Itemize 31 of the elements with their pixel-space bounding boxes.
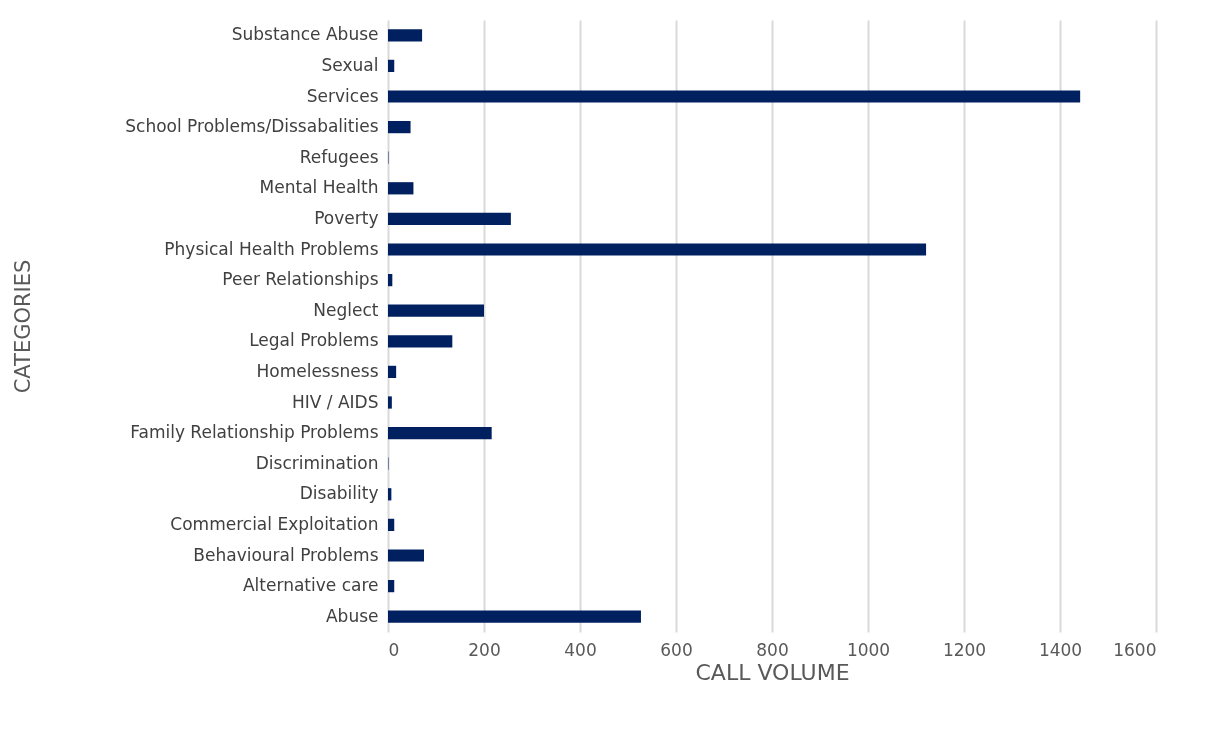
x-tick-label: 200 [468,639,501,660]
y-tick-label: Refugees [299,146,379,167]
x-axis-title: CALL VOLUME [695,659,850,685]
y-tick-label: Physical Health Problems [164,238,379,259]
y-tick-label: Legal Problems [249,330,379,351]
x-tick-label: 0 [388,639,400,660]
y-tick-label: School Problems/Dissabalities [125,116,379,137]
y-tick-label: Substance Abuse [231,24,379,45]
y-tick-label: Peer Relationships [222,269,379,290]
x-tick-label: 400 [564,639,597,660]
x-tick-label: 800 [756,639,789,660]
y-tick-label: HIV / AIDS [292,391,379,412]
x-tick-label: 1000 [846,639,891,660]
y-tick-label: Neglect [313,299,379,320]
y-tick-label: Behavioural Problems [193,544,379,565]
x-tick-label: 600 [660,639,693,660]
y-tick-label: Abuse [325,605,379,626]
y-tick-label: Disability [299,483,379,504]
y-tick-label: Sexual [321,54,379,75]
y-tick-label: Homelessness [256,360,379,381]
x-tick-label: 1200 [942,639,987,660]
x-tick-label: 1400 [1038,639,1083,660]
y-tick-label: Alternative care [242,575,379,596]
y-axis-title: CATEGORIES [10,259,35,394]
y-tick-label: Poverty [314,207,379,228]
y-tick-label: Commercial Exploitation [170,513,379,534]
y-tick-label: Services [306,85,379,106]
y-tick-label: Mental Health [259,177,379,198]
x-tick-label: 1600 [1113,639,1157,660]
y-tick-label: Family Relationship Problems [130,422,379,443]
y-tick-label: Discrimination [255,452,379,473]
